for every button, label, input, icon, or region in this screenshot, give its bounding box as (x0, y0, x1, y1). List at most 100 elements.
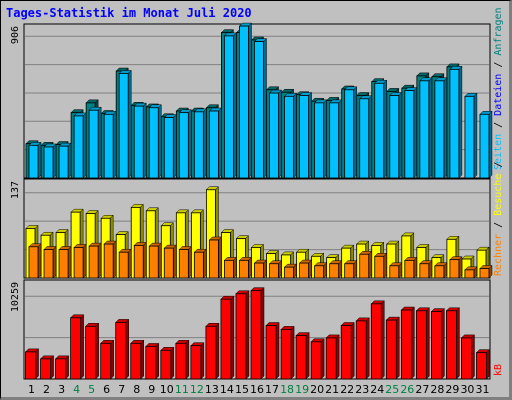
bar-bottom-kb-29 (446, 310, 457, 380)
bar-bottom-kb-13-side (215, 322, 220, 380)
x-tick-label-4: 4 (73, 383, 80, 396)
bar-top-dateien-2 (43, 146, 54, 179)
right-label-top-part: Dateien (493, 74, 504, 116)
x-tick-label-6: 6 (103, 383, 110, 396)
bar-bottom-kb-6-side (110, 339, 114, 380)
bar-middle-rechner-23 (359, 253, 370, 279)
bar-top-dateien-24-side (383, 79, 387, 179)
bar-bottom-kb-25 (385, 319, 397, 380)
bar-top-dateien-31 (479, 113, 490, 179)
bar-top-dateien-18 (284, 95, 294, 179)
bar-top-dateien-29 (449, 68, 460, 179)
bar-middle-rechner-18 (284, 266, 294, 279)
bar-middle-rechner-4 (73, 247, 84, 279)
x-tick-label-15: 15 (235, 383, 249, 396)
bar-bottom-kb-3 (55, 358, 66, 380)
bar-bottom-kb-30 (461, 337, 472, 380)
right-label-top-part: Seiten (493, 134, 504, 170)
bar-middle-rechner-8 (133, 245, 144, 279)
x-tick-label-22: 22 (340, 383, 354, 396)
right-label-middle-part: Rechner (493, 234, 504, 276)
bar-top-dateien-6-side (112, 110, 117, 179)
x-tick-label-25: 25 (385, 383, 399, 396)
bar-top-dateien-17 (269, 92, 279, 179)
bar-top-dateien-24 (374, 82, 385, 179)
bar-top-dateien-10 (163, 117, 174, 179)
bar-top-dateien-13-side (218, 107, 222, 179)
bar-bottom-kb-26 (400, 309, 412, 380)
bar-top-dateien-30 (464, 95, 475, 179)
x-tick-label-24: 24 (370, 383, 384, 396)
bar-top-dateien-2-side (52, 143, 57, 179)
bar-top-dateien-21-side (338, 99, 342, 179)
bar-bottom-kb-12-side (200, 342, 205, 380)
bar-middle-rechner-12 (193, 251, 204, 279)
bar-bottom-kb-3-side (65, 355, 69, 380)
bar-middle-rechner-12-side (203, 248, 207, 279)
bar-top-dateien-12 (193, 111, 204, 179)
bar-bottom-kb-22 (340, 325, 352, 380)
bar-top-dateien-30-side (473, 92, 478, 179)
x-tick-label-12: 12 (190, 383, 204, 396)
bar-top-dateien-21 (329, 102, 340, 179)
bar-middle-rechner-8-side (142, 241, 147, 279)
bar-middle-rechner-24 (374, 255, 385, 279)
bar-middle-rechner-16 (254, 262, 264, 279)
bar-bottom-kb-9 (145, 346, 157, 380)
bar-middle-rechner-4-side (82, 243, 87, 279)
bar-middle-rechner-10 (163, 247, 174, 279)
bar-middle-rechner-3-side (67, 245, 72, 279)
bar-top-dateien-23-side (368, 95, 372, 179)
bar-top-dateien-22 (344, 89, 355, 179)
bar-top-dateien-3-side (67, 142, 72, 179)
bar-bottom-kb-7-side (125, 318, 129, 380)
bar-middle-rechner-7-side (127, 248, 132, 279)
bar-top-dateien-11 (178, 112, 189, 179)
x-tick-label-19: 19 (295, 383, 309, 396)
bar-middle-rechner-26 (404, 259, 415, 279)
bar-bottom-kb-8-side (140, 339, 144, 380)
panel-bottom-max-label: 10259 (10, 282, 21, 312)
bar-top-dateien-5-side (97, 106, 102, 179)
bar-bottom-kb-8 (130, 342, 142, 380)
bar-bottom-kb-28-side (441, 307, 445, 380)
bar-bottom-kb-7 (115, 322, 127, 380)
bar-top-dateien-16 (254, 41, 264, 179)
bar-bottom-kb-11 (175, 342, 187, 380)
bar-top-dateien-26 (404, 90, 415, 179)
x-tick-label-23: 23 (355, 383, 369, 396)
x-tick-label-7: 7 (118, 383, 125, 396)
x-tick-label-20: 20 (310, 383, 324, 396)
panel-top-max-label: 906 (10, 26, 21, 44)
bar-top-dateien-7-side (127, 69, 132, 179)
right-label-middle-part: / (493, 162, 504, 174)
bar-middle-rechner-13-side (218, 236, 222, 279)
bar-top-dateien-25-side (398, 91, 403, 179)
x-tick-label-31: 31 (475, 383, 489, 396)
bar-bottom-kb-24-side (381, 300, 385, 380)
bar-top-dateien-28-side (443, 77, 448, 179)
bar-bottom-kb-6 (100, 342, 112, 380)
right-label-top: Seiten / Dateien / Anfragen (493, 7, 504, 170)
bar-bottom-kb-16 (250, 290, 262, 380)
bar-bottom-kb-15 (235, 293, 247, 380)
bar-top-dateien-17-side (278, 89, 282, 179)
bar-middle-rechner-1 (28, 246, 39, 279)
bar-top-dateien-9 (148, 107, 159, 179)
bar-top-dateien-20-side (323, 99, 327, 179)
x-tick-label-5: 5 (88, 383, 95, 396)
right-label-bottom: kB (493, 364, 504, 376)
bar-middle-rechner-11-side (188, 245, 192, 279)
bar-top-dateien-29-side (458, 65, 463, 179)
bar-bottom-kb-31 (476, 352, 487, 380)
x-tick-label-13: 13 (205, 383, 219, 396)
bar-bottom-kb-18 (280, 328, 292, 380)
bar-bottom-kb-2-side (50, 355, 54, 380)
bar-bottom-kb-10 (160, 349, 172, 380)
x-tick-label-27: 27 (415, 383, 429, 396)
bar-bottom-kb-28 (430, 311, 442, 380)
panel-middle-max-label: 137 (10, 181, 21, 199)
bar-bottom-kb-11-side (185, 339, 190, 380)
bar-middle-rechner-6-side (112, 240, 117, 279)
